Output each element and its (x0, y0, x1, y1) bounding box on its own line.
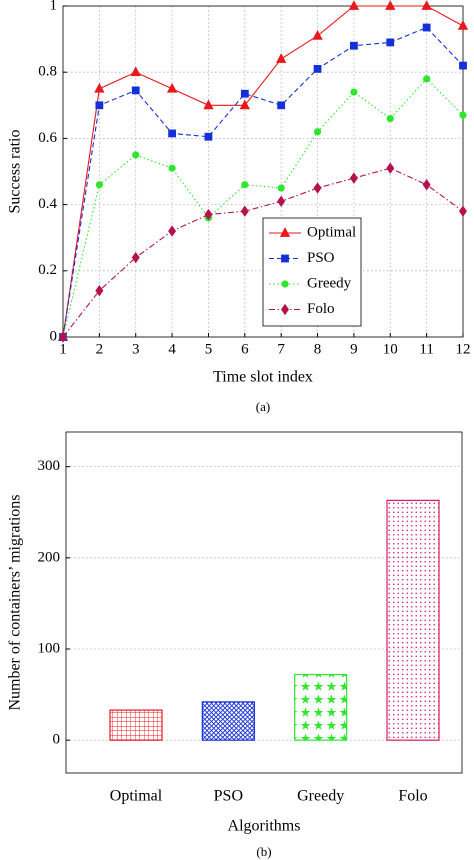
x-tick-label: PSO (214, 788, 243, 805)
series-line (62, 5, 464, 338)
y-tick-label: 100 (38, 640, 61, 656)
legend-box (262, 217, 362, 327)
bar (294, 673, 348, 741)
marker (203, 99, 214, 110)
marker (277, 195, 286, 207)
x-tick-label: 12 (456, 341, 471, 357)
marker (94, 82, 105, 93)
x-tick-label: 7 (277, 341, 285, 357)
x-tick-label: 1 (59, 341, 67, 357)
legend-label: PSO (307, 250, 335, 266)
marker (131, 86, 140, 95)
marker (240, 205, 249, 217)
marker (386, 114, 394, 123)
marker (281, 303, 289, 316)
series-line (62, 167, 464, 338)
marker (276, 53, 287, 63)
marker (386, 162, 395, 174)
x-tick-label: Folo (398, 788, 427, 805)
marker (386, 38, 395, 47)
x-tick-label: 4 (168, 341, 176, 357)
x-tick-label: 3 (132, 341, 140, 357)
marker (277, 101, 286, 110)
bar (109, 709, 163, 741)
marker (349, 172, 358, 184)
y-tick-label: 0.8 (38, 64, 57, 80)
x-tick-label: 6 (241, 341, 249, 357)
chart-a: 00.20.40.60.811 2 3 4 5 6 7 8 9 10 11 12OptimalPSOG… (7, 0, 471, 414)
marker (204, 208, 213, 221)
legend-label: Folo (307, 301, 335, 317)
marker (168, 129, 176, 138)
marker (423, 75, 431, 83)
legend-label: Optimal (307, 224, 356, 240)
x-tick-label: Greedy (297, 788, 344, 805)
y-tick-label: 200 (38, 549, 61, 565)
x-tick-label: 10 (383, 341, 398, 357)
x-tick-label: 9 (350, 341, 358, 357)
series-line (62, 78, 464, 338)
x-tick-label: 5 (205, 341, 213, 357)
axes-frame (65, 431, 463, 774)
marker (350, 88, 358, 96)
marker (459, 205, 467, 217)
marker (131, 251, 140, 264)
caption: (a) (256, 399, 270, 414)
y-tick-label: 300 (38, 458, 61, 474)
x-tick-label: Optimal (110, 788, 163, 805)
marker (385, 0, 396, 10)
axes-frame (62, 5, 464, 338)
marker (279, 227, 291, 237)
marker (204, 132, 213, 141)
marker (281, 254, 289, 263)
marker (281, 280, 289, 288)
marker (59, 331, 67, 343)
marker (168, 225, 177, 237)
marker (277, 184, 285, 192)
marker (422, 23, 431, 32)
marker (95, 181, 103, 189)
y-tick-label: 0.2 (38, 262, 57, 278)
marker (422, 179, 431, 191)
y-tick-label: 0.6 (38, 130, 57, 146)
marker (241, 181, 249, 189)
marker (421, 0, 432, 10)
marker (313, 182, 322, 194)
marker (166, 82, 178, 93)
chart-b: 0 100 200 300 Optimal PSO Greedy Folo Algorithms… (7, 431, 463, 859)
x-tick-label: 11 (419, 341, 433, 357)
x-axis-label: Algorithms (228, 818, 301, 835)
x-tick-label: 8 (314, 341, 322, 357)
legend-label: Greedy (307, 275, 352, 291)
marker (312, 29, 323, 40)
y-tick-label: 0 (50, 328, 58, 344)
x-axis-label: Time slot index (213, 369, 313, 386)
marker (459, 111, 467, 119)
marker (130, 66, 141, 77)
marker (95, 284, 104, 297)
bar (201, 701, 255, 741)
marker (313, 64, 322, 73)
y-axis-label: Success ratio (7, 130, 24, 214)
marker (457, 20, 469, 30)
marker (348, 0, 360, 10)
bar (386, 499, 440, 741)
x-tick-label: 2 (96, 341, 104, 357)
marker (313, 128, 322, 136)
y-tick-label: 0.4 (38, 196, 57, 212)
marker (240, 89, 249, 98)
marker (459, 61, 467, 70)
marker (95, 101, 104, 110)
marker (350, 41, 358, 50)
caption: (b) (256, 844, 271, 859)
marker (239, 99, 250, 110)
y-axis-label: Number of containers’ migrations (7, 494, 24, 710)
marker (168, 164, 176, 172)
series-line (62, 26, 464, 338)
y-tick-label: 0 (53, 732, 61, 748)
y-tick-label: 1 (50, 0, 58, 13)
marker (132, 151, 140, 159)
